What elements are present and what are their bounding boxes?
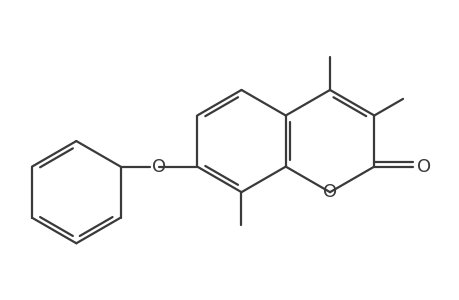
Text: O: O <box>322 183 336 201</box>
Text: O: O <box>416 158 430 175</box>
Text: O: O <box>151 158 166 175</box>
